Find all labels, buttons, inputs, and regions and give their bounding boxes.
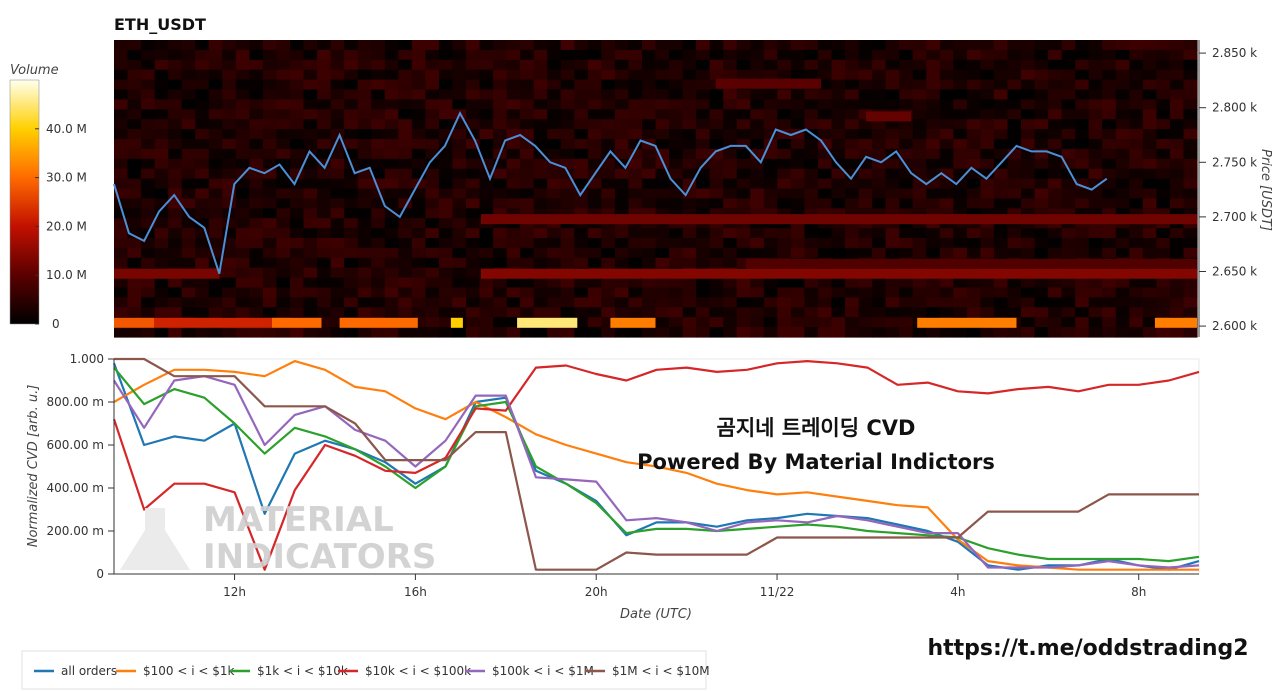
- x-tick-label: 12h: [223, 585, 246, 599]
- cvd-series-line: [113, 360, 1199, 571]
- orderbook-band: [114, 317, 154, 328]
- orderbook-band: [866, 111, 912, 122]
- colorbar-tick-label: 40.0 M: [46, 122, 87, 136]
- caption-title: 곰지네 트레이딩 CVD: [717, 416, 916, 440]
- x-tick-label: 11/22: [760, 585, 795, 599]
- cvd-axis-label: Normalized CVD [arb. u.]: [26, 385, 41, 548]
- cvd-series-line: [112, 362, 1200, 571]
- orderbook-band: [114, 268, 220, 279]
- price-axis: 2.600 k 2.650 k 2.700 k 2.750 k 2.800 k 2.850…: [1198, 40, 1257, 337]
- watermark-line1: MATERIAL: [203, 500, 394, 540]
- colorbar-tick-label: 10.0 M: [46, 268, 87, 282]
- orderbook-band: [450, 317, 463, 328]
- price-tick-label: 2.750 k: [1212, 155, 1257, 169]
- colorbar-label: Volume: [10, 63, 59, 78]
- caption-subtitle: Powered By Material Indictors: [637, 450, 995, 474]
- cvd-series-line: [112, 360, 1200, 571]
- x-tick-label: 16h: [404, 585, 427, 599]
- cvd-plot: [112, 357, 1200, 575]
- cvd-y-tick-label: 200.00 m: [47, 524, 105, 538]
- colorbar-tick-label: 30.0 M: [46, 171, 87, 185]
- orderbook-band: [745, 258, 1198, 269]
- legend-item-label: $100 < i < $1k: [143, 664, 235, 678]
- orderbook-band: [715, 78, 821, 89]
- orderbook-band: [481, 214, 1197, 225]
- cvd-series-line: [114, 357, 1199, 571]
- watermark-line2: INDICATORS: [203, 537, 436, 577]
- cvd-y-tick-label: 600.00 m: [47, 438, 105, 452]
- legend-item-label: $100k < i < $1M: [492, 664, 594, 678]
- x-tick-label: 8h: [1131, 585, 1146, 599]
- orderbook-band: [481, 268, 1197, 279]
- colorbar-tick-label: 20.0 M: [46, 219, 87, 233]
- orderbook-band: [271, 317, 322, 328]
- heatmap-texture: [114, 40, 1198, 338]
- cvd-y-tick-label: 400.00 m: [47, 481, 105, 495]
- cvd-y-tick-label: 0: [96, 567, 104, 581]
- legend-item-label: $1M < i < $10M: [612, 664, 710, 678]
- price-line: [113, 110, 1108, 275]
- colorbar-ticks: 0 10.0 M 20.0 M 30.0 M 40.0 M: [35, 122, 87, 331]
- cvd-y-tick-label: 1.000: [70, 352, 104, 366]
- price-tick-label: 2.850 k: [1212, 46, 1257, 60]
- legend: all orders $100 < i < $1k $1k < i < $10k $1…: [34, 664, 710, 678]
- price-tick-label: 2.600 k: [1212, 319, 1257, 333]
- colorbar: [9, 79, 40, 325]
- orderbook-band: [517, 317, 578, 328]
- legend-item-label: $10k < i < $100k: [365, 664, 471, 678]
- orderbook-band: [339, 317, 418, 328]
- flask-icon: [120, 508, 190, 570]
- cvd-series-line: [113, 375, 1200, 569]
- orderbook-band: [610, 317, 656, 328]
- legend-item-label: $1k < i < $10k: [257, 664, 348, 678]
- x-axis-label: Date (UTC): [620, 607, 692, 622]
- x-tick-label: 20h: [585, 585, 608, 599]
- material-indicators-watermark: MATERIAL INDICATORS: [120, 500, 436, 577]
- orderbook-band: [917, 317, 1017, 328]
- x-tick-label: 4h: [950, 585, 965, 599]
- chart-title: ETH_USDT: [114, 15, 206, 34]
- cvd-y-tick-label: 800.00 m: [47, 395, 105, 409]
- price-tick-label: 2.800 k: [1212, 101, 1257, 115]
- colorbar-tick-label: 0: [52, 317, 60, 331]
- cvd-axes: 0 200.00 m 400.00 m 600.00 m 800.00 m 1.000 12…: [47, 352, 1199, 599]
- telegram-link[interactable]: https://t.me/oddstrading2: [927, 636, 1248, 661]
- price-tick-label: 2.700 k: [1212, 210, 1257, 224]
- legend-item-label: all orders: [61, 664, 117, 678]
- price-axis-label: Price [USDT]: [1258, 149, 1273, 231]
- orderbook-band: [154, 317, 272, 328]
- orderbook-band: [1154, 317, 1197, 328]
- cvd-series-line: [113, 366, 1200, 563]
- orderbook-heatmap: [113, 40, 1198, 338]
- price-tick-label: 2.650 k: [1212, 264, 1257, 278]
